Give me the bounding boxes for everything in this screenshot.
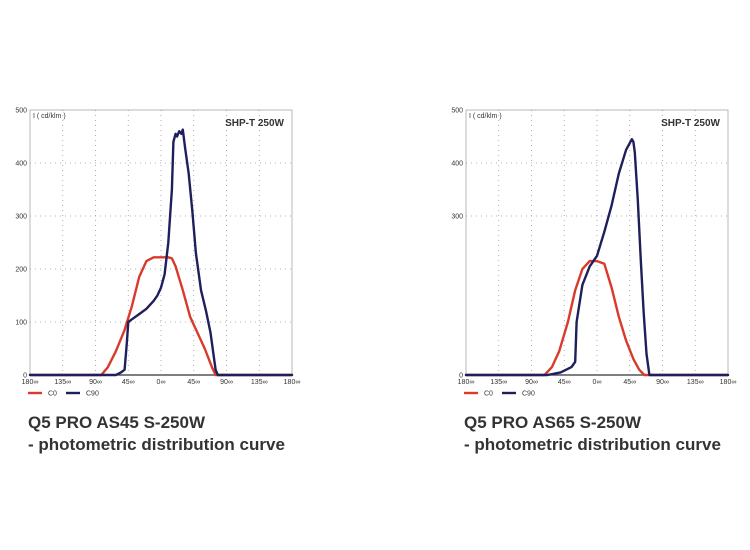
x-tick-label: 135∞: [490, 379, 507, 386]
x-tick-label: 0∞: [157, 379, 166, 386]
x-tick-label: 180∞: [284, 379, 301, 386]
y-tick-label: 200: [15, 267, 27, 274]
x-tick-label: 45∞: [122, 379, 135, 386]
photometric-chart-left: 0 100 200 300 400 500 180∞ 135∞ 90∞ 45∞ 0∞ 45∞ 90∞ 13…: [15, 108, 301, 398]
x-tick-label: 135∞: [251, 379, 268, 386]
chart-title: SHP-T 250W: [225, 118, 284, 129]
legend-label-c90: C90: [522, 391, 535, 398]
x-tick-label: 90∞: [220, 379, 233, 386]
photometric-chart-right: 0 300 400 500 180∞ 135∞ 90∞ 45∞ 0∞ 45∞ 90∞ 135∞ 180∞…: [451, 108, 737, 398]
x-tick-label: 180∞: [22, 379, 39, 386]
caption-title-left: Q5 PRO AS45 S-250W: [28, 413, 205, 432]
y-tick-label: 100: [15, 320, 27, 327]
x-tick-label: 135∞: [54, 379, 71, 386]
x-tick-label: 0∞: [593, 379, 602, 386]
x-tick-label: 90∞: [656, 379, 669, 386]
chart-caption-right: Q5 PRO AS65 S-250W - photometric distrib…: [464, 412, 721, 456]
series-line-c90: [464, 138, 730, 377]
chart-panel-right: 0 300 400 500 180∞ 135∞ 90∞ 45∞ 0∞ 45∞ 90∞ 135∞ 180∞…: [436, 100, 736, 480]
y-tick-label: 0: [459, 373, 463, 380]
x-tick-label: 45∞: [558, 379, 571, 386]
caption-subtitle-right: - photometric distribution curve: [464, 435, 721, 454]
chart-panel-left: 0 100 200 300 400 500 180∞ 135∞ 90∞ 45∞ 0∞ 45∞ 90∞ 13…: [0, 100, 300, 480]
y-tick-label: 0: [23, 373, 27, 380]
x-tick-label: 90∞: [89, 379, 102, 386]
caption-subtitle-left: - photometric distribution curve: [28, 435, 285, 454]
y-tick-label: 300: [451, 214, 463, 221]
legend-label-c90: C90: [86, 391, 99, 398]
caption-title-right: Q5 PRO AS65 S-250W: [464, 413, 641, 432]
y-tick-label: 500: [15, 108, 27, 115]
y-tick-label: 500: [451, 108, 463, 115]
series-line-c0: [464, 259, 730, 377]
y-tick-label: 300: [15, 214, 27, 221]
legend-label-c0: C0: [484, 391, 493, 398]
y-axis-unit-label: I ( cd/klm ): [33, 113, 66, 120]
x-tick-label: 45∞: [187, 379, 200, 386]
x-tick-label: 180∞: [458, 379, 475, 386]
series-line-c90: [28, 128, 294, 377]
chart-caption-left: Q5 PRO AS45 S-250W - photometric distrib…: [28, 412, 285, 456]
series-line-c0: [28, 256, 294, 377]
y-tick-label: 400: [451, 161, 463, 168]
x-tick-label: 180∞: [720, 379, 737, 386]
x-tick-label: 135∞: [687, 379, 704, 386]
y-tick-label: 400: [15, 161, 27, 168]
legend-label-c0: C0: [48, 391, 57, 398]
x-tick-label: 45∞: [623, 379, 636, 386]
y-axis-unit-label: I ( cd/klm ): [469, 113, 502, 120]
x-tick-label: 90∞: [525, 379, 538, 386]
chart-title: SHP-T 250W: [661, 118, 720, 129]
